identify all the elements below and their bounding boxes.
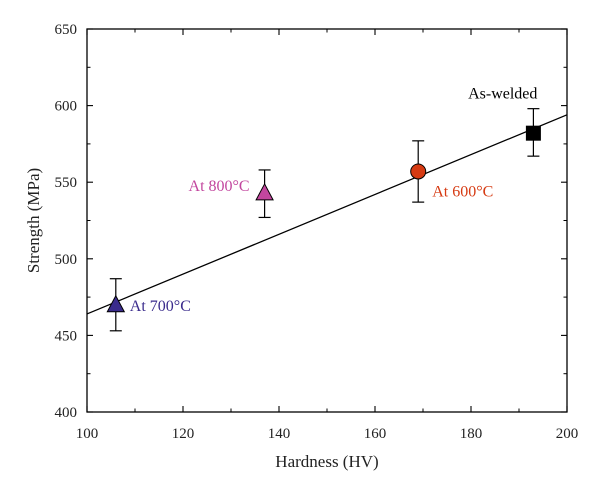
point-label-at-800-c: At 800°C — [189, 178, 250, 195]
point-label-at-700-c: At 700°C — [130, 298, 191, 315]
x-tick-label: 200 — [556, 426, 579, 442]
y-tick-label: 450 — [55, 328, 78, 344]
y-tick-label: 550 — [55, 175, 78, 191]
x-tick-label: 120 — [172, 426, 195, 442]
x-tick-label: 160 — [364, 426, 387, 442]
point-marker-at-800-c — [255, 182, 274, 201]
point-marker-as-welded — [525, 125, 541, 141]
y-axis-label: Strength (MPa) — [24, 168, 43, 273]
ticks-layer: 100 120 140 160 180 200 400 450 500 550 600 650 — [55, 22, 579, 442]
point-label-at-600-c: At 600°C — [432, 183, 493, 200]
annotations-layer: As-welded At 600°C At 800°C At 700°C — [130, 86, 538, 315]
x-axis-label: Hardness (HV) — [275, 452, 378, 471]
x-tick-label: 140 — [268, 426, 291, 442]
y-tick-label: 400 — [55, 405, 78, 421]
y-tick-label: 600 — [55, 99, 78, 115]
plot-frame — [86, 28, 568, 413]
x-tick-label: 180 — [460, 426, 483, 442]
y-tick-label: 500 — [55, 252, 78, 268]
fit-line-layer — [86, 114, 568, 315]
markers-layer — [106, 125, 541, 313]
x-tick-label: 100 — [76, 426, 99, 442]
y-tick-label: 650 — [55, 22, 78, 38]
linear-fit-line — [86, 114, 568, 315]
point-label-as-welded: As-welded — [468, 86, 537, 103]
point-marker-at-700-c — [106, 294, 126, 313]
point-marker-at-600-c — [410, 163, 427, 180]
